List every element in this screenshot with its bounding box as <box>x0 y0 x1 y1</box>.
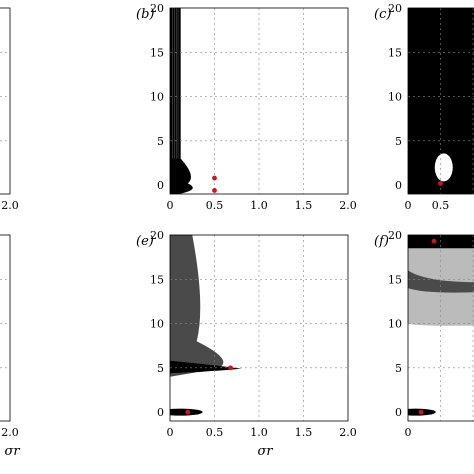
grid <box>408 235 474 421</box>
x-tick-label: 1.0 <box>250 426 268 439</box>
marker-point <box>431 238 437 244</box>
panel-a: 2.0 <box>0 7 19 212</box>
x-tick-label: 1.5 <box>295 199 313 212</box>
y-tick-label: 5 <box>157 362 164 375</box>
y-tick-label: 20 <box>150 2 164 15</box>
plot-area <box>0 235 10 421</box>
contour-region <box>408 235 474 249</box>
y-tick-label: 5 <box>157 135 164 148</box>
contour-fill <box>408 235 474 416</box>
y-tick-label: 0 <box>157 179 164 192</box>
y-tick-label: 5 <box>395 362 402 375</box>
x-tick-label: 0.5 <box>206 199 224 212</box>
panel-c: 0 0.5 0 5 10 15 20(c) <box>374 2 474 212</box>
y-tick-label: 20 <box>388 229 402 242</box>
x-tick-label: 1.0 <box>250 199 268 212</box>
y-tick-label: 5 <box>395 135 402 148</box>
panel-label: (c) <box>374 7 391 22</box>
y-tick-label: 15 <box>388 273 402 286</box>
y-tick-label: 10 <box>388 91 402 104</box>
panel-label: (b) <box>136 7 154 22</box>
panel-b: 0 0.5 1.0 1.5 2.0 0 5 10 15 20(b) <box>136 2 357 212</box>
plot-area <box>0 8 10 194</box>
x-tick-label: 0 <box>405 199 412 212</box>
plot-area <box>170 8 348 194</box>
contour-region <box>408 270 474 293</box>
x-tick-label: 1.5 <box>295 426 313 439</box>
x-tick-label: 0 <box>167 199 174 212</box>
marker-point <box>418 409 424 415</box>
panel-label: (f) <box>374 234 389 249</box>
contour-fill <box>170 235 242 416</box>
y-tick-label: 15 <box>150 273 164 286</box>
y-tick-label: 20 <box>388 2 402 15</box>
x-tick-label: 2.0 <box>1 426 19 439</box>
y-tick-label: 0 <box>157 406 164 419</box>
y-tick-label: 15 <box>150 46 164 59</box>
panel-d: 2.0 σr <box>0 234 20 459</box>
x-axis-label: σr <box>257 444 273 459</box>
marker-point <box>228 365 233 371</box>
contour-region <box>170 235 224 377</box>
axes-frame <box>169 234 349 422</box>
contour-region <box>170 8 193 194</box>
axes-frame <box>169 7 349 195</box>
x-tick-label: 2.0 <box>339 199 357 212</box>
y-tick-label: 10 <box>150 91 164 104</box>
x-axis-label: σr <box>4 444 20 459</box>
x-tick-label: 2.0 <box>339 426 357 439</box>
y-tick-label: 0 <box>395 406 402 419</box>
marker-point <box>212 175 217 181</box>
y-tick-label: 15 <box>388 46 402 59</box>
x-tick-label: 0 <box>167 426 174 439</box>
y-tick-label: 0 <box>395 179 402 192</box>
contour-fill <box>408 8 474 194</box>
contour-region <box>170 408 203 416</box>
grid <box>170 8 348 194</box>
axes-frame <box>0 234 11 422</box>
contour-region <box>170 360 242 374</box>
x-tick-label: 0 <box>405 426 412 439</box>
contour-region <box>434 153 453 182</box>
y-tick-label: 10 <box>388 318 402 331</box>
x-tick-label: 2.0 <box>1 199 19 212</box>
marker-point <box>212 188 217 193</box>
marker-point <box>438 180 443 186</box>
panel-label: (e) <box>136 234 154 249</box>
panel-e: 0 0.5 1.0 1.5 2.0 0 5 10 15 20(e) σr <box>136 229 357 459</box>
panel-f: 00 5 10 15 20(f) <box>374 229 474 439</box>
grid <box>408 8 474 194</box>
y-tick-label: 10 <box>150 318 164 331</box>
axes-frame <box>407 234 474 422</box>
y-tick-label: 20 <box>150 229 164 242</box>
grid <box>170 235 348 421</box>
x-tick-label: 0.5 <box>432 199 450 212</box>
axes-frame <box>0 7 11 195</box>
marker-point <box>185 409 191 415</box>
x-tick-label: 0.5 <box>206 426 224 439</box>
axes-frame <box>407 7 474 195</box>
contour-fill <box>170 8 193 194</box>
